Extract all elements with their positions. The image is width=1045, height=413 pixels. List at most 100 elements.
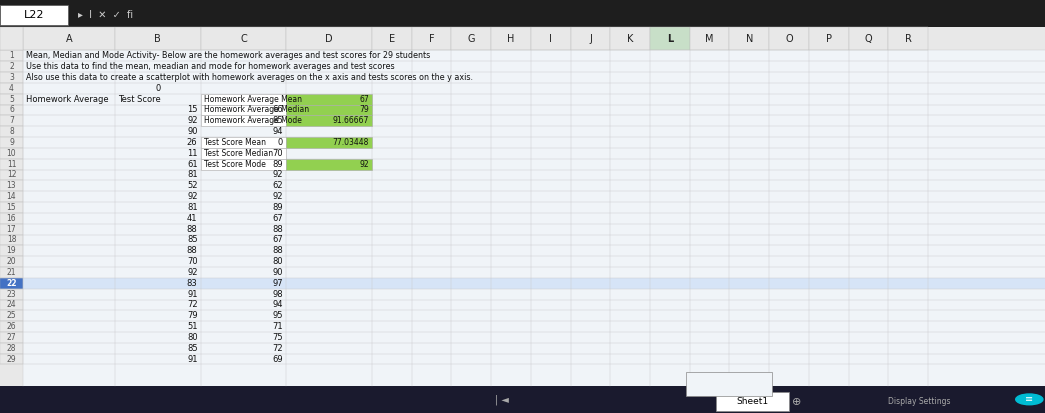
Text: 79: 79 — [359, 105, 369, 114]
Text: L22: L22 — [24, 10, 45, 20]
Point — [600, 201, 617, 208]
Text: 62: 62 — [273, 181, 283, 190]
Point — [805, 362, 821, 369]
Text: Display Settings: Display Settings — [888, 397, 951, 406]
Text: 85: 85 — [187, 235, 198, 244]
Point — [698, 199, 715, 205]
Text: 81: 81 — [187, 203, 198, 212]
Text: 20: 20 — [6, 257, 17, 266]
Text: 83: 83 — [187, 279, 198, 288]
Text: 8: 8 — [9, 127, 14, 136]
Text: 52: 52 — [187, 181, 198, 190]
Text: 72: 72 — [187, 300, 198, 309]
Point — [813, 191, 830, 198]
Text: 91: 91 — [187, 355, 198, 363]
Point — [666, 138, 682, 144]
Text: 12: 12 — [6, 171, 17, 179]
Text: Test Score Mean: Test Score Mean — [204, 138, 265, 147]
Text: N: N — [745, 33, 753, 44]
Text: Homework Average Mode: Homework Average Mode — [204, 116, 302, 125]
Text: 16: 16 — [6, 214, 17, 223]
Text: Also use this data to create a scatterplot with homework averages on the x axis : Also use this data to create a scatterpl… — [26, 73, 473, 82]
Text: C: C — [240, 33, 247, 44]
Point — [789, 194, 806, 200]
Point — [624, 362, 641, 369]
Point — [821, 145, 838, 151]
Text: 7: 7 — [9, 116, 14, 125]
Text: 67: 67 — [273, 214, 283, 223]
Point — [732, 125, 748, 132]
Text: D: D — [325, 33, 333, 44]
Text: Test Score: Test Score — [118, 95, 161, 104]
Text: Test Score Mode: Test Score Mode — [204, 159, 265, 169]
Text: Sheet1: Sheet1 — [736, 394, 769, 404]
Text: 11: 11 — [6, 159, 17, 169]
Title: Homework average vs test scores: Homework average vs test scores — [655, 60, 832, 70]
Text: Test Score Median: Test Score Median — [204, 149, 273, 158]
Text: 92: 92 — [187, 268, 198, 277]
Point — [756, 130, 772, 137]
Text: ⊕: ⊕ — [792, 397, 800, 407]
Text: 81: 81 — [187, 171, 198, 179]
Point — [715, 167, 732, 173]
Point — [649, 138, 666, 144]
Text: M: M — [705, 33, 714, 44]
Point — [657, 211, 674, 217]
Text: 26: 26 — [6, 322, 17, 331]
Text: 29: 29 — [6, 355, 17, 363]
Text: 1: 1 — [9, 51, 14, 60]
Point — [830, 211, 846, 217]
Text: ≡: ≡ — [1025, 394, 1034, 404]
Text: 88: 88 — [187, 246, 198, 255]
Point — [690, 147, 706, 154]
Text: P: P — [826, 33, 832, 44]
Text: 26: 26 — [187, 138, 198, 147]
Point — [674, 145, 691, 151]
Text: 14: 14 — [6, 192, 17, 201]
Text: 2: 2 — [9, 62, 14, 71]
Text: 80: 80 — [273, 257, 283, 266]
Text: 51: 51 — [187, 322, 198, 331]
Text: 15: 15 — [187, 105, 198, 114]
Text: 25: 25 — [6, 311, 17, 320]
Text: 0: 0 — [278, 138, 283, 147]
Text: 9: 9 — [9, 138, 14, 147]
Text: 70: 70 — [187, 257, 198, 266]
Text: J: J — [589, 33, 591, 44]
Point — [781, 186, 797, 193]
Text: 24: 24 — [6, 300, 17, 309]
Text: Sheet1: Sheet1 — [737, 397, 768, 406]
Text: 67: 67 — [359, 95, 369, 104]
Text: 18: 18 — [6, 235, 17, 244]
Text: 85: 85 — [187, 344, 198, 353]
Text: G: G — [467, 33, 475, 44]
Text: K: K — [627, 33, 633, 44]
Point — [723, 142, 740, 149]
Text: 92: 92 — [273, 171, 283, 179]
Text: E: E — [389, 33, 395, 44]
Point — [747, 133, 764, 139]
Text: 15: 15 — [6, 203, 17, 212]
Text: B: B — [155, 33, 161, 44]
Text: Homework Average Mean: Homework Average Mean — [204, 95, 302, 104]
Text: 70: 70 — [273, 149, 283, 158]
Text: H: H — [507, 33, 515, 44]
Text: 75: 75 — [273, 333, 283, 342]
Text: 13: 13 — [6, 181, 17, 190]
Text: F: F — [428, 33, 435, 44]
Text: 79: 79 — [187, 311, 198, 320]
Text: Use this data to find the mean, meadian and mode for homework averages and test : Use this data to find the mean, meadian … — [26, 62, 395, 71]
Text: 19: 19 — [6, 246, 17, 255]
Text: 98: 98 — [273, 290, 283, 299]
Text: Q: Q — [864, 33, 873, 44]
Text: 23: 23 — [6, 290, 17, 299]
Text: 97: 97 — [273, 279, 283, 288]
Text: L: L — [667, 33, 673, 44]
Text: 4: 4 — [9, 84, 14, 93]
Point — [617, 133, 633, 139]
Text: Mean, Median and Mode Activity- Below are the homework averages and test scores : Mean, Median and Mode Activity- Below ar… — [26, 51, 431, 60]
Text: 89: 89 — [273, 203, 283, 212]
Text: O: O — [785, 33, 793, 44]
Point — [681, 199, 698, 205]
Text: 17: 17 — [6, 225, 17, 234]
